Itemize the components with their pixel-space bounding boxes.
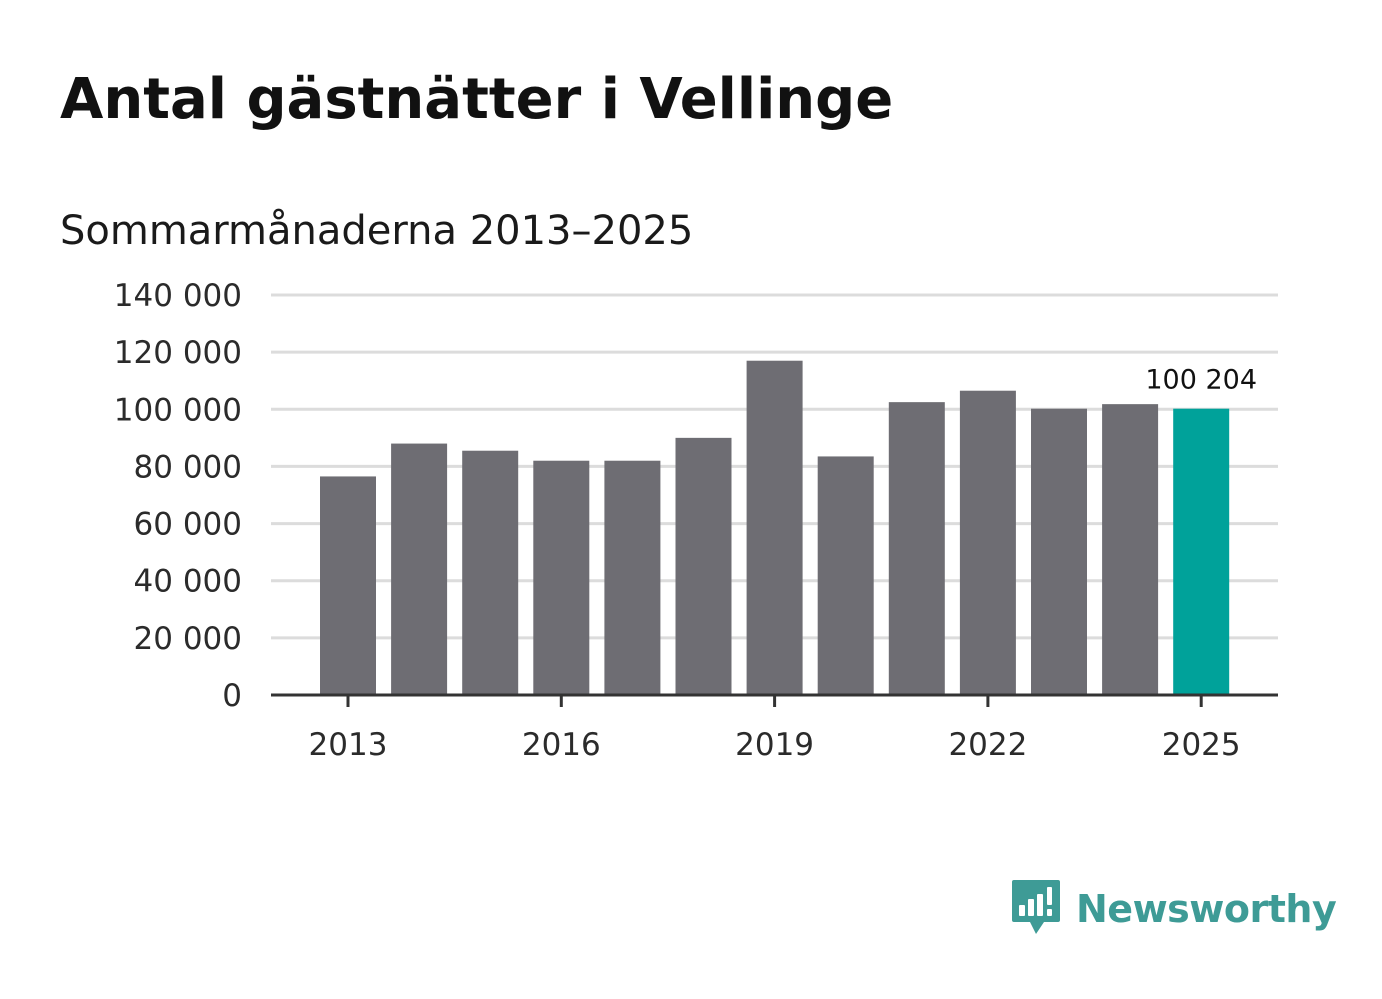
x-tick-label: 2022 bbox=[948, 727, 1027, 763]
chart-title: Antal gästnätter i Vellinge bbox=[60, 67, 894, 132]
x-axis bbox=[271, 693, 1278, 707]
x-tick-label: 2013 bbox=[309, 727, 388, 763]
y-tick-label: 100 000 bbox=[114, 392, 242, 428]
bar-2017 bbox=[604, 460, 661, 695]
y-tick-label: 80 000 bbox=[134, 449, 242, 485]
x-tick-label: 2016 bbox=[522, 727, 601, 763]
bars bbox=[320, 360, 1230, 695]
bar-2019 bbox=[746, 360, 803, 695]
y-tick-label: 40 000 bbox=[134, 564, 242, 600]
bar-2021 bbox=[888, 402, 945, 695]
x-tick-label: 2025 bbox=[1162, 727, 1241, 763]
bar-2014 bbox=[391, 443, 448, 695]
bar-2018 bbox=[675, 437, 732, 695]
y-tick-label: 140 000 bbox=[114, 278, 242, 314]
bar-2013 bbox=[320, 476, 376, 695]
bar-2025 bbox=[1173, 408, 1230, 695]
chart-subtitle: Sommarmånaderna 2013–2025 bbox=[60, 208, 694, 254]
bar-2022 bbox=[959, 390, 1016, 695]
bar-2024 bbox=[1102, 404, 1159, 695]
labels: 0 20 000 40 000 60 000 80 000 100 000 120 000 1… bbox=[114, 278, 1257, 763]
bar-2023 bbox=[1031, 408, 1087, 695]
data-label-2025: 100 204 bbox=[1145, 365, 1257, 396]
y-tick-label: 20 000 bbox=[134, 621, 242, 657]
brand-name: Newsworthy bbox=[1076, 887, 1337, 931]
newsworthy-logo-icon bbox=[1012, 880, 1060, 934]
bar-2016 bbox=[533, 460, 590, 695]
y-tick-label: 0 bbox=[222, 678, 242, 714]
y-tick-label: 120 000 bbox=[114, 335, 242, 371]
bar-2020 bbox=[817, 456, 874, 695]
newsworthy-brand: Newsworthy bbox=[1010, 878, 1337, 940]
x-tick-label: 2019 bbox=[735, 727, 814, 763]
bar-2015 bbox=[462, 450, 519, 695]
y-tick-label: 60 000 bbox=[134, 507, 242, 543]
